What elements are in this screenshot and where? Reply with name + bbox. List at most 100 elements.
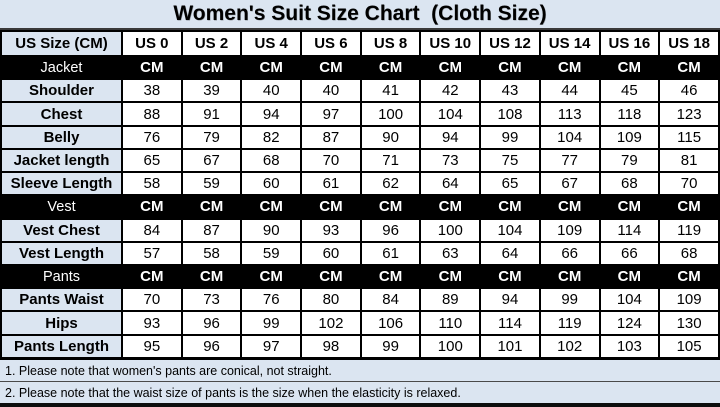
cell: 94 [240,101,303,127]
row-label: Hips [0,310,123,336]
cell: 88 [121,101,183,127]
cell: 87 [180,217,243,243]
cell: CM [598,194,661,220]
column-header: US 6 [300,30,362,57]
cell: 62 [359,171,422,197]
cell: 114 [598,217,661,243]
cell: 71 [359,147,422,174]
cell: 68 [598,171,661,197]
cell: 99 [359,333,422,360]
cell: CM [658,263,720,290]
cell: 106 [359,310,422,336]
cell: 90 [359,124,422,150]
cell: 99 [538,287,601,313]
cell: CM [598,54,661,81]
cell: 75 [479,147,541,174]
section-row: Pants CM CM CM CM CM CM CM CM CM CM [0,263,720,290]
cell: 113 [538,101,601,127]
row-label: Sleeve Length [0,171,123,197]
row-label: Vest Chest [0,217,123,243]
cell: CM [419,54,482,81]
table-row: Vest Chest 84 87 90 93 96 100 104 109 114 119 [0,217,720,243]
header-row: US Size (CM) US 0 US 2 US 4 US 6 US 8 US 10 US … [0,30,720,57]
cell: 95 [121,333,183,360]
cell: 98 [300,333,362,360]
column-header: US 8 [359,30,422,57]
cell: 43 [479,78,541,104]
cell: CM [538,54,601,81]
cell: CM [300,194,362,220]
cell: 66 [538,240,601,266]
cell: 41 [359,78,422,104]
cell: CM [359,263,422,290]
column-header: US 18 [658,30,720,57]
cell: 97 [300,101,362,127]
cell: 97 [240,333,303,360]
cell: 119 [538,310,601,336]
cell: 109 [538,217,601,243]
cell: 61 [359,240,422,266]
cell: CM [359,194,422,220]
cell: CM [180,194,243,220]
cell: 124 [598,310,661,336]
footnotes: 1. Please note that women's pants are co… [0,360,720,407]
cell: 70 [658,171,720,197]
row-label: Belly [0,124,123,150]
cell: 70 [300,147,362,174]
cell: 118 [598,101,661,127]
cell: 99 [240,310,303,336]
table-row: Shoulder 38 39 40 40 41 42 43 44 45 46 [0,78,720,104]
cell: 61 [300,171,362,197]
cell: CM [240,194,303,220]
row-label: Pants [0,263,123,290]
cell: 76 [240,287,303,313]
cell: 93 [300,217,362,243]
cell: 94 [419,124,482,150]
cell: CM [121,263,183,290]
cell: 82 [240,124,303,150]
column-header: US 12 [479,30,541,57]
cell: 77 [538,147,601,174]
cell: 114 [479,310,541,336]
table-row: Belly 76 79 82 87 90 94 99 104 109 115 [0,124,720,150]
table-row: Pants Waist 70 73 76 80 84 89 94 99 104 109 [0,287,720,313]
cell: 57 [121,240,183,266]
cell: CM [479,263,541,290]
cell: 100 [419,217,482,243]
cell: 105 [658,333,720,360]
cell: 109 [658,287,720,313]
cell: 103 [598,333,661,360]
column-header: US 2 [180,30,243,57]
cell: 68 [658,240,720,266]
cell: CM [658,54,720,81]
cell: 119 [658,217,720,243]
cell: CM [658,194,720,220]
cell: 104 [479,217,541,243]
cell: 104 [598,287,661,313]
cell: 76 [121,124,183,150]
cell: 39 [180,78,243,104]
table-row: Jacket length 65 67 68 70 71 73 75 77 79 81 [0,147,720,174]
cell: 58 [180,240,243,266]
row-label: Chest [0,101,123,127]
cell: 73 [419,147,482,174]
cell: 109 [598,124,661,150]
cell: CM [419,194,482,220]
cell: CM [300,54,362,81]
cell: 96 [180,310,243,336]
cell: 96 [359,217,422,243]
cell: CM [180,54,243,81]
cell: 58 [121,171,183,197]
section-row: Vest CM CM CM CM CM CM CM CM CM CM [0,194,720,220]
cell: 42 [419,78,482,104]
cell: CM [538,194,601,220]
cell: 65 [121,147,183,174]
corner-header: US Size (CM) [0,30,123,57]
cell: CM [479,54,541,81]
size-table: US Size (CM) US 0 US 2 US 4 US 6 US 8 US 10 US … [0,30,720,360]
cell: 130 [658,310,720,336]
cell: 60 [300,240,362,266]
cell: 99 [479,124,541,150]
table-row: Sleeve Length 58 59 60 61 62 64 65 67 68 70 [0,171,720,197]
